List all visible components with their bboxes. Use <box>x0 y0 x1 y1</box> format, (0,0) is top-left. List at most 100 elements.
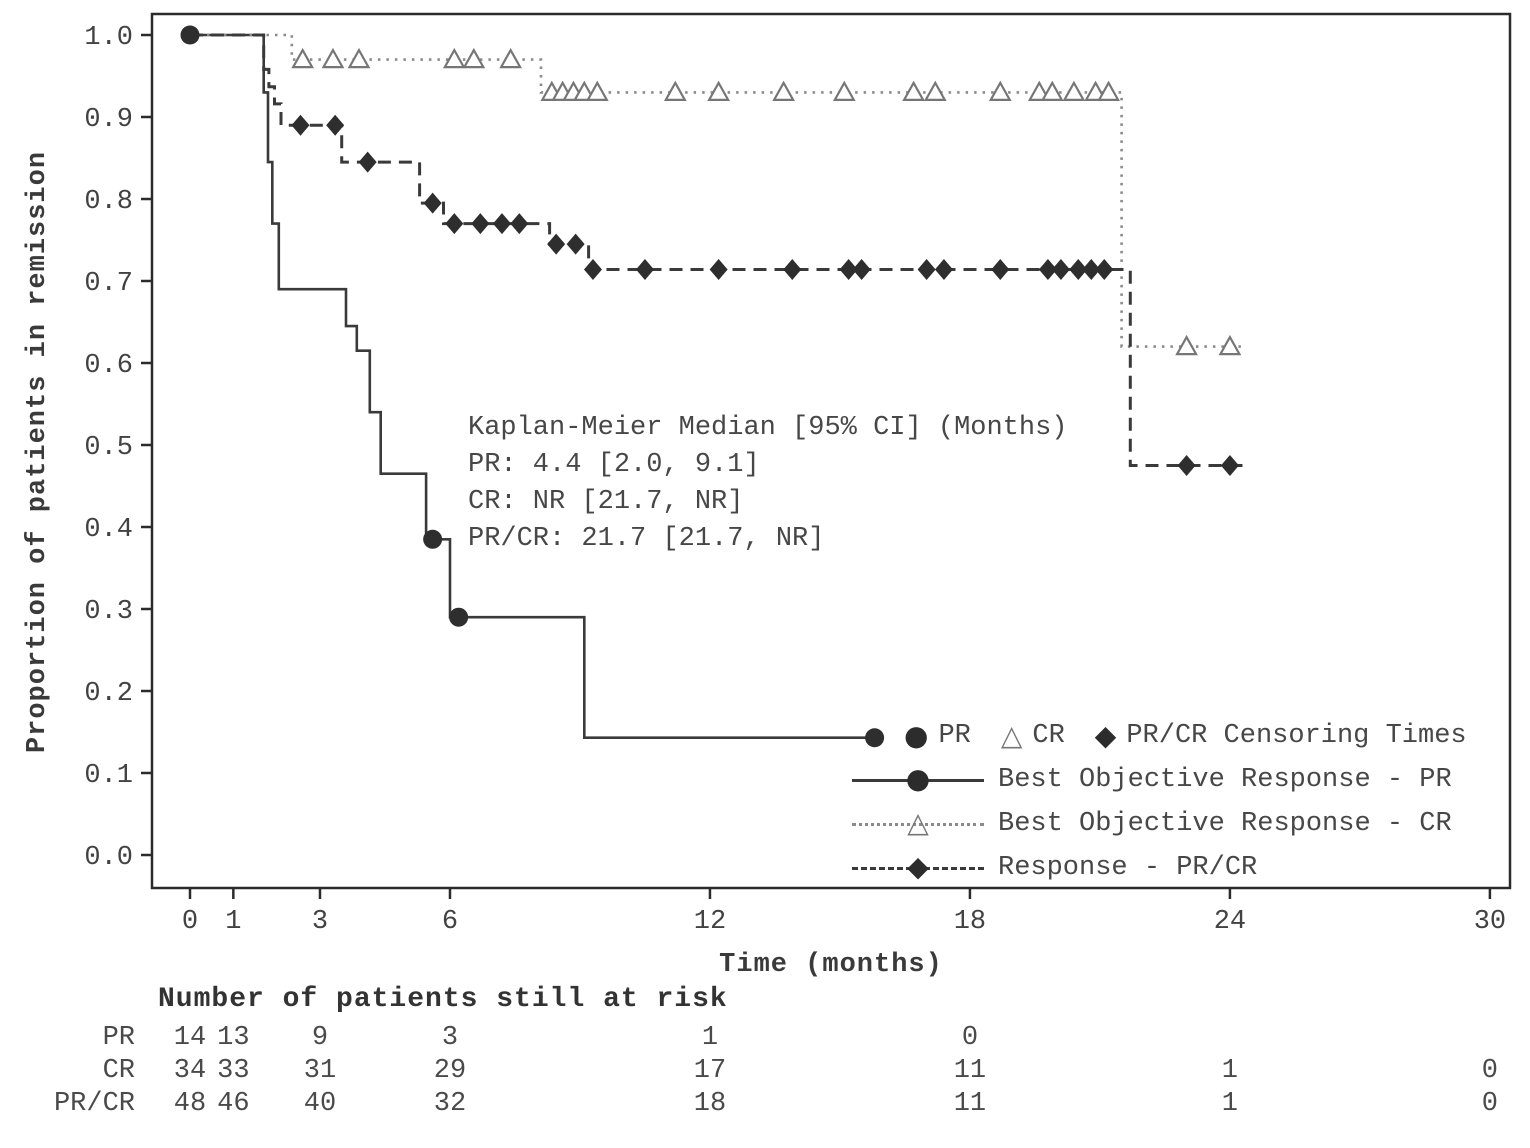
censor-triangle-CR <box>707 80 731 101</box>
annotation-cr-median: CR: NR [21.7, NR] <box>468 487 744 517</box>
risk-value: 11 <box>953 1056 987 1086</box>
censor-diamond-PR-CR <box>635 259 654 281</box>
censor-triangle-CR <box>1175 334 1198 356</box>
risk-value: 18 <box>693 1089 727 1119</box>
svg-text:0: 0 <box>182 907 198 937</box>
censor-triangle-CR <box>442 47 466 69</box>
series-line-PR <box>190 33 875 739</box>
legend-label-cr: Best Objective Response - CR <box>998 809 1452 839</box>
censor-circle-PR <box>865 728 885 748</box>
y-axis-label: Proportion of patients in remission <box>23 150 53 754</box>
risk-value: 0 <box>1481 1056 1498 1086</box>
legend-censor-pr-label: PR <box>938 721 971 751</box>
censor-circle-PR <box>180 25 200 45</box>
svg-text:0.8: 0.8 <box>84 187 133 217</box>
censor-diamond-PR-CR <box>1082 259 1101 281</box>
svg-text:0.7: 0.7 <box>84 269 133 299</box>
censor-triangle-CR <box>499 47 523 69</box>
censor-diamond-PR-CR <box>991 259 1010 281</box>
censor-markers <box>180 25 1242 748</box>
risk-value: 31 <box>303 1056 337 1086</box>
censor-triangle-CR <box>1218 334 1242 356</box>
censor-triangle-CR <box>663 80 687 101</box>
filled-diamond-marker-icon: ◆ <box>907 849 929 883</box>
y-axis-ticks: 0.0 0.1 0.2 0.3 0.4 0.5 0.6 0.7 0.8 0.9 1.0 <box>84 23 152 873</box>
censor-triangle-CR <box>291 47 315 69</box>
censor-diamond-PR-CR <box>839 259 858 281</box>
svg-text:0.2: 0.2 <box>84 679 133 709</box>
censor-triangle-CR <box>988 80 1012 101</box>
svg-text:6: 6 <box>442 907 458 937</box>
censor-diamond-PR-CR <box>566 233 585 255</box>
censor-triangle-CR <box>1097 80 1120 101</box>
risk-table-title: Number of patients still at risk <box>158 984 728 1015</box>
censor-diamond-PR-CR <box>917 259 936 281</box>
censor-diamond-PR-CR <box>583 259 602 281</box>
censor-diamond-PR-CR <box>1038 259 1057 281</box>
censor-triangle-CR <box>1062 80 1086 101</box>
censor-diamond-PR-CR <box>291 114 310 136</box>
svg-text:0.0: 0.0 <box>84 843 133 873</box>
risk-value: 1 <box>1221 1056 1238 1086</box>
risk-value: 0 <box>1481 1089 1498 1119</box>
chart-legend: ● PR △ CR ◆ PR/CR Censoring Times ● Best… <box>852 714 1497 890</box>
censor-diamond-PR-CR <box>492 213 511 235</box>
risk-value: 0 <box>961 1023 979 1053</box>
svg-text:0.9: 0.9 <box>84 105 133 135</box>
censor-diamond-PR-CR <box>1069 259 1088 281</box>
censor-diamond-PR-CR <box>1051 259 1070 281</box>
filled-circle-marker-icon: ● <box>904 719 929 752</box>
risk-value: 48 <box>173 1089 207 1119</box>
series-line-PR-CR <box>190 33 1243 467</box>
risk-value: 34 <box>173 1056 207 1086</box>
legend-label-pr: Best Objective Response - PR <box>998 765 1452 795</box>
open-triangle-marker-icon: △ <box>1000 719 1023 752</box>
svg-text:12: 12 <box>694 907 726 937</box>
median-annotation: Kaplan-Meier Median [95% CI] (Months) PR… <box>468 410 1068 558</box>
svg-text:1: 1 <box>225 907 241 937</box>
svg-text:0.6: 0.6 <box>84 351 133 381</box>
legend-row-pr: ● Best Objective Response - PR <box>852 758 1497 802</box>
risk-value: 33 <box>217 1056 250 1086</box>
risk-value: 1 <box>701 1023 719 1053</box>
legend-censor-cr-label: CR <box>1032 721 1065 751</box>
risk-row-label: PR/CR <box>53 1089 135 1119</box>
censor-diamond-PR-CR <box>852 259 871 281</box>
censor-circle-PR <box>423 529 443 549</box>
legend-label-prcr: Response - PR/CR <box>998 853 1258 883</box>
risk-value: 14 <box>173 1023 207 1053</box>
risk-value: 13 <box>217 1023 250 1053</box>
svg-text:24: 24 <box>1214 907 1246 937</box>
risk-value: 40 <box>303 1089 337 1119</box>
legend-line-dashed: ◆ <box>852 852 984 880</box>
censor-diamond-PR-CR <box>471 213 490 235</box>
open-triangle-marker-icon: △ <box>907 805 929 839</box>
censor-circle-PR <box>449 607 469 627</box>
risk-row-PR: PR 14 13 9 3 1 0 <box>0 1023 1530 1056</box>
censor-triangle-CR <box>832 80 856 101</box>
legend-row-cr: △ Best Objective Response - CR <box>852 802 1497 846</box>
x-axis-ticks: 0 1 3 6 12 18 24 30 <box>182 888 1506 937</box>
risk-value: 1 <box>1221 1089 1238 1119</box>
risk-value: 3 <box>441 1023 459 1053</box>
x-axis-label: Time (months) <box>719 950 943 980</box>
risk-row-CR: CR 34 33 31 29 17 11 1 0 <box>0 1056 1530 1089</box>
censor-diamond-PR-CR <box>709 259 728 281</box>
risk-value: 32 <box>433 1089 467 1119</box>
censor-triangle-CR <box>347 47 371 69</box>
svg-text:0.5: 0.5 <box>84 433 133 463</box>
filled-diamond-marker-icon: ◆ <box>1094 719 1117 752</box>
annotation-pr-median: PR: 4.4 [2.0, 9.1] <box>468 450 760 480</box>
risk-value: 11 <box>953 1089 987 1119</box>
svg-text:0.1: 0.1 <box>84 761 133 791</box>
svg-text:0.4: 0.4 <box>84 515 133 545</box>
legend-row-prcr: ◆ Response - PR/CR <box>852 846 1497 890</box>
censor-triangle-CR <box>923 80 947 101</box>
censor-diamond-PR-CR <box>1095 259 1114 281</box>
annotation-prcr-median: PR/CR: 21.7 [21.7, NR] <box>468 524 825 554</box>
svg-text:0.3: 0.3 <box>84 597 133 627</box>
risk-row-PR/CR: PR/CR 48 46 40 32 18 11 1 0 <box>0 1089 1530 1122</box>
legend-line-solid: ● <box>852 764 984 792</box>
series-line-CR <box>190 33 1243 348</box>
